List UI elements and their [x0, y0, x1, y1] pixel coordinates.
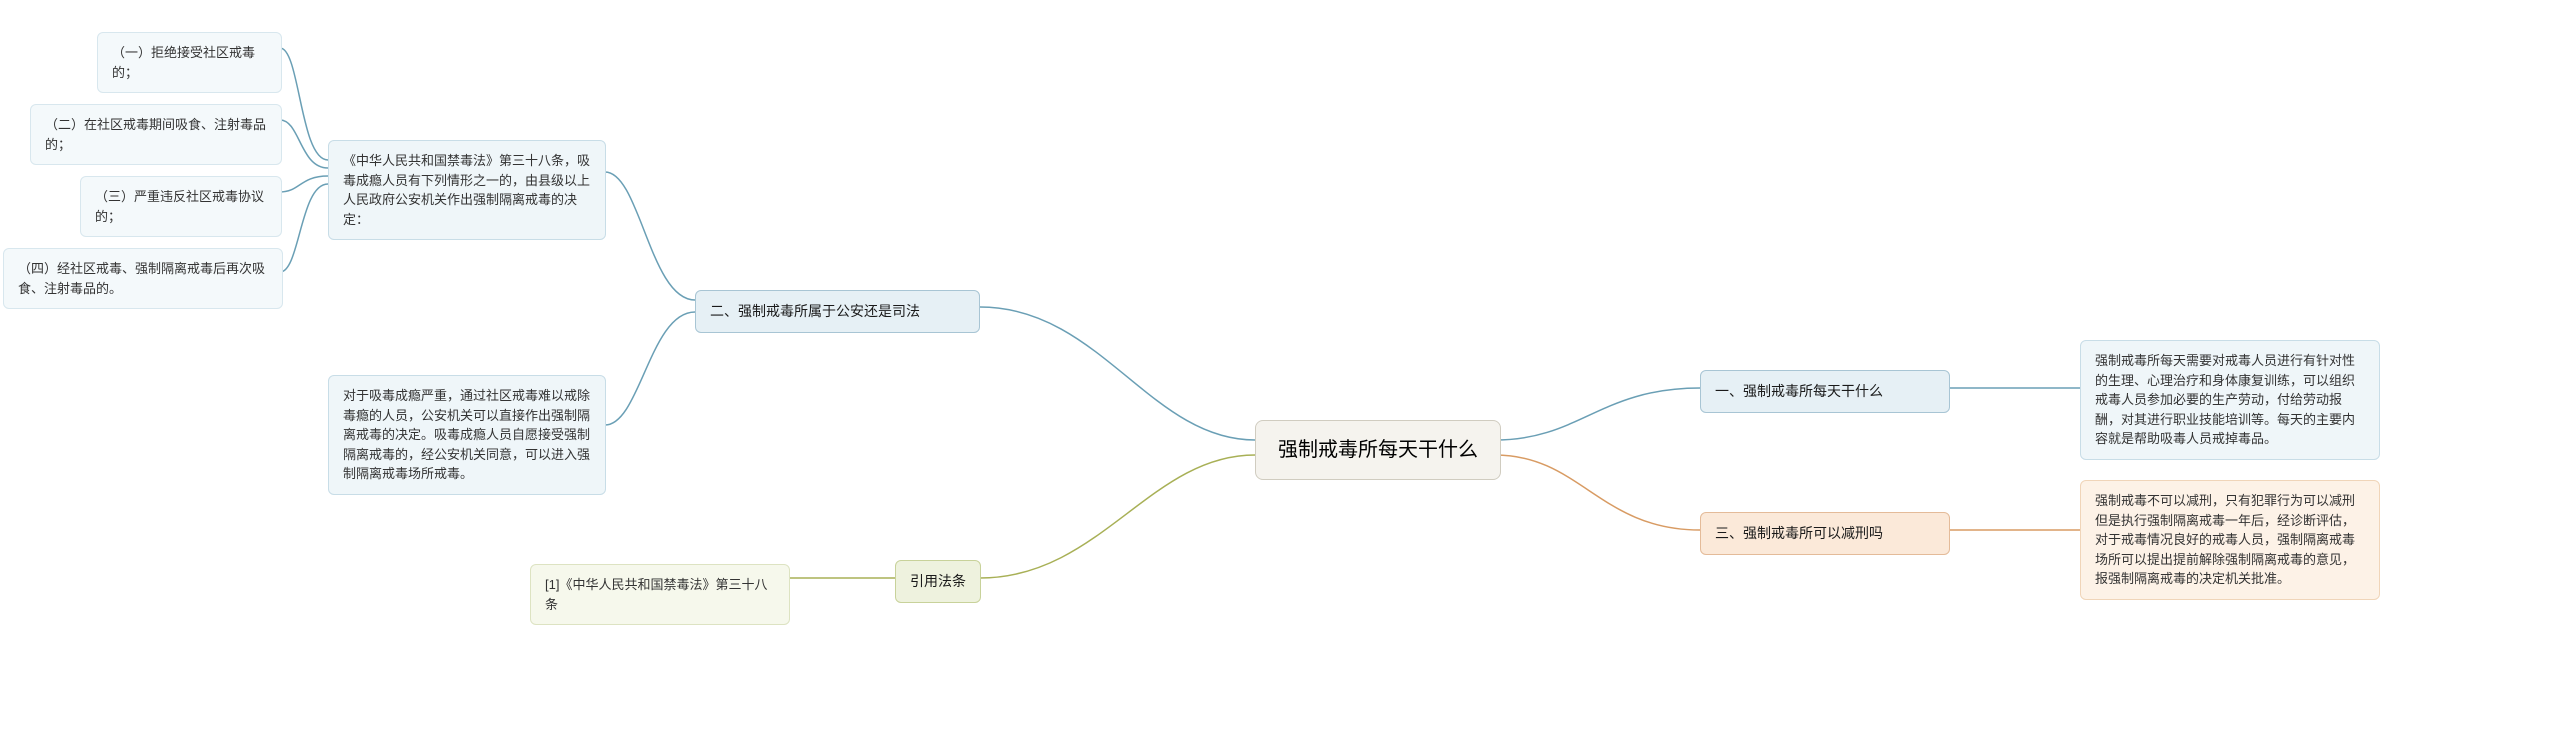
branch-right-3-detail: 强制戒毒不可以减刑，只有犯罪行为可以减刑但是执行强制隔离戒毒一年后，经诊断评估，…: [2080, 480, 2380, 600]
branch-left-2-detail2: 对于吸毒成瘾严重，通过社区戒毒难以戒除毒瘾的人员，公安机关可以直接作出强制隔离戒…: [328, 375, 606, 495]
branch-left-law[interactable]: 引用法条: [895, 560, 981, 603]
root-node[interactable]: 强制戒毒所每天干什么: [1255, 420, 1501, 480]
branch-left-law-detail: [1]《中华人民共和国禁毒法》第三十八条: [530, 564, 790, 625]
branch-right-1[interactable]: 一、强制戒毒所每天干什么: [1700, 370, 1950, 413]
branch2-item-2: （二）在社区戒毒期间吸食、注射毒品的；: [30, 104, 282, 165]
branch2-item-3: （三）严重违反社区戒毒协议的；: [80, 176, 282, 237]
branch-left-2[interactable]: 二、强制戒毒所属于公安还是司法: [695, 290, 980, 333]
branch-right-3[interactable]: 三、强制戒毒所可以减刑吗: [1700, 512, 1950, 555]
branch2-item-1: （一）拒绝接受社区戒毒的；: [97, 32, 282, 93]
branch-left-2-detail1: 《中华人民共和国禁毒法》第三十八条，吸毒成瘾人员有下列情形之一的，由县级以上人民…: [328, 140, 606, 240]
branch2-item-4: （四）经社区戒毒、强制隔离戒毒后再次吸食、注射毒品的。: [3, 248, 283, 309]
branch-right-1-detail: 强制戒毒所每天需要对戒毒人员进行有针对性的生理、心理治疗和身体康复训练，可以组织…: [2080, 340, 2380, 460]
